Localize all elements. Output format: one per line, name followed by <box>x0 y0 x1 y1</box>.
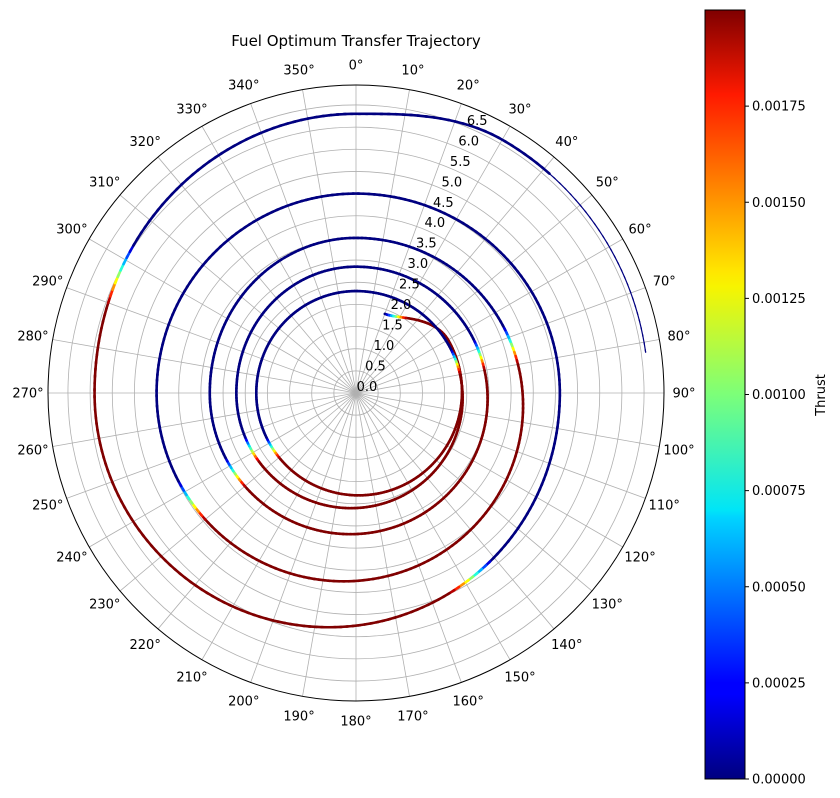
theta-grid-line <box>355 194 593 394</box>
colorbar: 0.00000 0.00025 0.00050 0.00075 0.00100 0.001… <box>704 9 829 788</box>
theta-tick-label: 210° <box>176 671 207 686</box>
theta-tick-label: 250° <box>32 499 63 514</box>
angular-tick-labels: 0° 10° 20° 30° 40° 50° 60° 70° 80° 90° 100° 110° 120… <box>12 59 695 730</box>
theta-grid-line <box>89 392 357 548</box>
theta-tick-label: 310° <box>89 176 120 191</box>
theta-grid-line <box>355 392 646 499</box>
colorbar-tick-label: 0.00100 <box>752 388 806 403</box>
theta-tick-label: 270° <box>12 387 43 402</box>
theta-grid-line <box>355 126 511 394</box>
r-tick-label: 2.0 <box>391 298 412 313</box>
r-tick-label: 0.5 <box>365 360 386 375</box>
theta-tick-label: 80° <box>667 330 690 345</box>
polar-grid <box>48 85 664 701</box>
theta-grid-line <box>355 339 660 394</box>
theta-grid-line <box>157 392 357 630</box>
theta-grid-line <box>52 339 357 394</box>
r-tick-label: 4.0 <box>424 216 445 231</box>
theta-tick-label: 50° <box>596 176 619 191</box>
theta-grid-line <box>355 156 555 394</box>
theta-tick-label: 350° <box>283 63 314 78</box>
theta-tick-label: 260° <box>17 443 48 458</box>
colorbar-tick-label: 0.00075 <box>752 484 806 499</box>
theta-grid-line <box>250 392 357 683</box>
theta-grid-line <box>52 392 357 447</box>
theta-grid-line <box>66 287 357 394</box>
colorbar-tick-label: 0.00025 <box>752 676 806 691</box>
theta-grid-line <box>157 156 357 394</box>
theta-grid-line <box>355 392 660 447</box>
theta-tick-label: 280° <box>17 330 48 345</box>
r-tick-label: 1.5 <box>382 319 403 334</box>
colorbar-tick-label: 0.00125 <box>752 292 806 307</box>
colorbar-tick-label: 0.00175 <box>752 100 806 115</box>
theta-tick-label: 70° <box>653 274 676 289</box>
colorbar-ticks: 0.00000 0.00025 0.00050 0.00075 0.00100 0.001… <box>745 100 806 788</box>
theta-grid-line <box>119 194 357 394</box>
theta-tick-label: 230° <box>89 597 120 612</box>
theta-grid-line <box>66 392 357 499</box>
theta-tick-label: 290° <box>32 274 63 289</box>
chart-title: Fuel Optimum Transfer Trajectory <box>231 32 481 50</box>
theta-tick-label: 140° <box>551 638 582 653</box>
r-tick-label: 1.0 <box>374 339 395 354</box>
colorbar-tick-label: 0.00150 <box>752 196 806 211</box>
theta-tick-label: 340° <box>228 78 259 93</box>
theta-tick-label: 30° <box>508 102 531 117</box>
theta-tick-label: 130° <box>592 597 623 612</box>
theta-tick-label: 330° <box>176 102 207 117</box>
theta-tick-label: 10° <box>401 63 424 78</box>
r-tick-label: 4.5 <box>433 196 454 211</box>
theta-tick-label: 20° <box>457 78 480 93</box>
theta-grid-line <box>355 392 555 630</box>
theta-tick-label: 170° <box>397 710 428 725</box>
r-tick-label: 3.5 <box>416 237 437 252</box>
r-tick-label: 2.5 <box>399 278 420 293</box>
theta-grid-line <box>355 392 410 697</box>
theta-grid-line <box>355 238 623 394</box>
theta-tick-label: 60° <box>629 223 652 238</box>
radial-tick-labels: 0.0 0.5 1.0 1.5 2.0 2.5 3.0 3.5 4.0 4.5 5.0 5.5 6.0 6… <box>357 114 488 395</box>
theta-tick-label: 110° <box>649 499 680 514</box>
r-tick-label: 5.0 <box>441 175 462 190</box>
colorbar-tick-label: 0.00050 <box>752 580 806 595</box>
r-tick-label: 0.0 <box>357 380 378 395</box>
theta-grid-line <box>355 392 623 548</box>
theta-tick-label: 300° <box>56 223 87 238</box>
theta-tick-label: 40° <box>555 135 578 150</box>
theta-tick-label: 240° <box>56 551 87 566</box>
theta-tick-label: 90° <box>672 387 695 402</box>
theta-tick-label: 190° <box>283 710 314 725</box>
theta-grid-line <box>355 287 646 394</box>
colorbar-label: Thrust <box>814 374 829 417</box>
theta-tick-label: 0° <box>349 59 364 74</box>
colorbar-tick-label: 0.00000 <box>752 773 806 788</box>
theta-tick-label: 120° <box>624 551 655 566</box>
theta-grid-line <box>355 392 593 592</box>
r-tick-label: 6.0 <box>458 134 479 149</box>
theta-tick-label: 320° <box>130 135 161 150</box>
polar-frame <box>47 84 665 702</box>
theta-tick-label: 180° <box>340 715 371 730</box>
theta-grid-line <box>89 238 357 394</box>
theta-grid-line <box>302 392 357 697</box>
theta-grid-line <box>355 392 511 660</box>
theta-tick-label: 100° <box>663 443 694 458</box>
theta-tick-label: 200° <box>228 695 259 710</box>
colorbar-gradient <box>704 9 746 780</box>
theta-grid-line <box>119 392 357 592</box>
theta-tick-label: 160° <box>453 695 484 710</box>
r-tick-label: 6.5 <box>467 114 488 129</box>
r-tick-label: 5.5 <box>450 155 471 170</box>
theta-tick-label: 150° <box>504 671 535 686</box>
trajectory-line <box>93 112 647 629</box>
theta-grid-line <box>201 392 357 660</box>
theta-grid-line <box>355 103 462 394</box>
theta-grid-line <box>355 392 462 683</box>
theta-tick-label: 220° <box>130 638 161 653</box>
r-tick-label: 3.0 <box>408 257 429 272</box>
